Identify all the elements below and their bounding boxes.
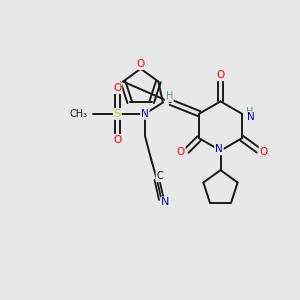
- Text: O: O: [260, 147, 268, 157]
- Text: H: H: [166, 91, 173, 101]
- Text: N: N: [247, 112, 255, 122]
- Text: C: C: [157, 171, 163, 182]
- Text: H: H: [246, 107, 253, 117]
- Text: N: N: [161, 197, 170, 208]
- Text: O: O: [176, 147, 185, 158]
- Text: S: S: [114, 109, 121, 119]
- Text: CH₃: CH₃: [69, 109, 87, 119]
- Text: O: O: [113, 83, 122, 93]
- Text: O: O: [216, 70, 225, 80]
- Text: N: N: [141, 109, 149, 119]
- Text: O: O: [136, 59, 145, 69]
- Text: N: N: [215, 144, 223, 154]
- Text: O: O: [113, 135, 122, 145]
